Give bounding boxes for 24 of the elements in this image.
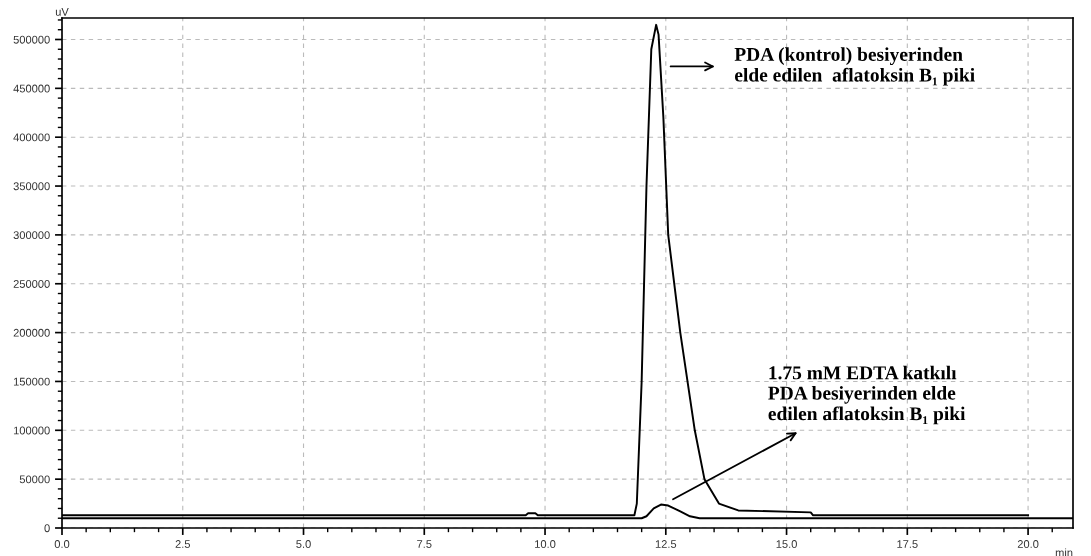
x-tick-label: 7.5: [417, 540, 432, 548]
y-tick-label: 150000: [13, 377, 50, 386]
x-tick-label: 10.0: [535, 540, 556, 548]
x-axis-title: min: [1055, 548, 1073, 556]
x-tick-label: 15.0: [776, 540, 797, 548]
y-tick-label: 400000: [13, 133, 50, 142]
y-tick-label: 250000: [13, 280, 50, 288]
x-tick-label: 17.5: [897, 540, 918, 548]
y-axis-title: uV: [55, 8, 69, 16]
y-tick-label: 0: [44, 524, 50, 533]
y-tick-label: 350000: [13, 182, 50, 191]
y-tick-label: 50000: [19, 475, 50, 484]
x-tick-label: 20.0: [1017, 540, 1039, 548]
y-tick-label: 200000: [13, 328, 50, 337]
y-tick-label: 500000: [13, 35, 50, 44]
y-tick-label: 300000: [13, 231, 50, 240]
annotation: 1.75 mM EDTA katkılı PDA besiyerinden elde edilen aflatoksin B₁ piki: [768, 365, 966, 425]
x-tick-label: 0.0: [54, 540, 70, 548]
x-tick-label: 2.5: [175, 540, 191, 548]
y-tick-label: 100000: [13, 426, 50, 435]
annotation: PDA (kontrol) besiyerinden elde edilen aflatoksin B₁ piki: [734, 47, 975, 86]
x-tick-label: 5.0: [296, 540, 311, 548]
y-tick-label: 450000: [13, 84, 50, 93]
x-tick-label: 12.5: [655, 540, 677, 548]
